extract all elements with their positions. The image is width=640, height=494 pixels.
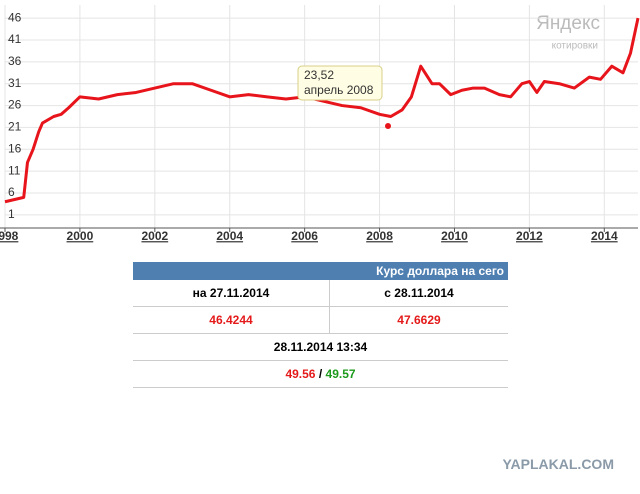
tooltip-value: 23,52 (304, 68, 334, 82)
y-tick-label: 16 (8, 141, 22, 155)
y-tick-label: 11 (8, 163, 21, 177)
rate-table: Курс доллара на сего на 27.11.2014 с 28.1… (133, 262, 508, 388)
y-tick-label: 1 (8, 207, 15, 221)
x-tick-label: 2006 (291, 229, 318, 243)
cell: 46.4244 (133, 306, 330, 334)
y-tick-label: 21 (8, 120, 22, 134)
tooltip-date: апрель 2008 (304, 83, 374, 97)
x-tick-label: 2000 (67, 229, 94, 243)
footer: YAPLAKAL.COM (502, 456, 615, 472)
marker (385, 123, 391, 129)
ask: 49.57 (325, 367, 356, 381)
time: 28.11.2014 13:34 (133, 333, 508, 361)
x-tick-label: 2014 (591, 229, 618, 243)
y-tick-label: 26 (8, 98, 22, 112)
x-tick-label: 2004 (216, 229, 243, 243)
x-tick-label: 2012 (516, 229, 543, 243)
y-tick-label: 31 (8, 76, 22, 90)
line (4, 17, 640, 204)
chart: Яндекс котировки 16111621263136414619982… (0, 5, 640, 243)
y-tick-label: 6 (8, 185, 15, 199)
tooltip (297, 65, 383, 101)
watermark: Яндекс котировки (536, 13, 600, 52)
y-tick-label: 41 (8, 32, 22, 46)
x-tick-label: 2010 (441, 229, 468, 243)
bid-ask: 49.56 / 49.57 (133, 360, 508, 388)
watermark-sub: котировки (552, 41, 598, 52)
y-tick-label: 36 (8, 54, 22, 68)
sep: / (318, 367, 323, 381)
x-tick-label: 1998 (0, 229, 19, 243)
x-tick-label: 2002 (141, 229, 168, 243)
cell: 47.6629 (329, 306, 508, 334)
x-tick-label: 2008 (366, 229, 393, 243)
y-tick-label: 46 (8, 10, 22, 24)
table-header: Курс доллара на сего (133, 262, 508, 280)
bid: 49.56 (285, 367, 316, 381)
cell: на 27.11.2014 (133, 280, 330, 307)
watermark-brand: Яндекс (536, 13, 600, 34)
cell: с 28.11.2014 (329, 280, 508, 307)
